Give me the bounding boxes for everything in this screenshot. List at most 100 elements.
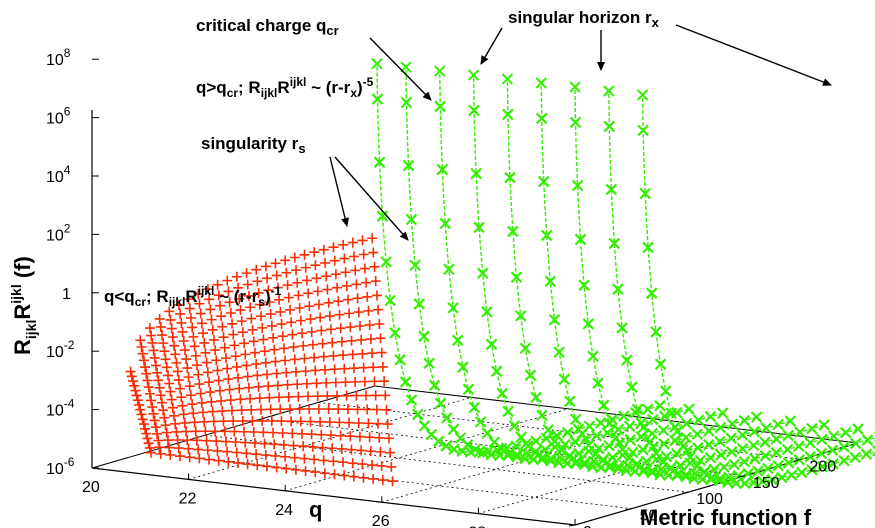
- green-x-marker: [485, 448, 497, 461]
- red-plus-marker: [266, 415, 277, 426]
- red-plus-marker: [336, 336, 347, 347]
- red-plus-marker: [135, 335, 146, 346]
- red-plus-marker: [160, 354, 171, 365]
- red-plus-marker: [163, 370, 174, 381]
- green-x-marker: [669, 434, 681, 447]
- green-x-marker: [816, 461, 829, 473]
- red-plus-marker: [210, 345, 221, 356]
- red-plus-marker: [387, 476, 398, 487]
- green-x-marker: [558, 373, 571, 385]
- red-plus-marker: [252, 276, 263, 287]
- green-x-marker-top: [434, 65, 446, 77]
- green-x-marker: [659, 385, 672, 397]
- green-x-marker: [760, 422, 772, 434]
- red-plus-marker: [271, 368, 282, 379]
- green-x-marker: [447, 302, 459, 314]
- red-plus-marker: [241, 360, 252, 371]
- red-plus-marker: [220, 353, 231, 364]
- green-x-marker: [785, 469, 798, 481]
- green-x-marker: [781, 443, 794, 456]
- red-plus-marker: [202, 284, 213, 295]
- green-x-marker: [578, 279, 590, 291]
- x-tick-label: 20: [82, 479, 100, 496]
- red-plus-marker: [164, 378, 175, 389]
- green-x-marker: [722, 476, 734, 489]
- green-x-marker: [626, 381, 638, 393]
- green-x-marker-top: [535, 77, 547, 89]
- red-plus-marker: [219, 426, 230, 437]
- green-x-marker: [571, 179, 584, 192]
- red-plus-marker: [211, 436, 222, 447]
- red-plus-marker: [164, 442, 175, 453]
- green-x-marker: [586, 460, 599, 473]
- red-plus-marker: [344, 308, 355, 319]
- red-plus-marker: [327, 443, 338, 454]
- green-x-marker: [608, 237, 621, 250]
- z-tick-label: 106: [46, 105, 71, 128]
- green-x-marker: [759, 436, 771, 449]
- green-x-marker: [423, 357, 435, 369]
- green-x-marker: [574, 233, 587, 246]
- red-plus-marker: [230, 351, 241, 362]
- red-plus-marker: [338, 350, 349, 361]
- red-plus-marker: [228, 329, 239, 340]
- red-plus-marker: [247, 415, 258, 426]
- red-plus-marker: [164, 306, 175, 317]
- red-plus-marker: [155, 390, 166, 401]
- floor-gridline-q: [478, 431, 762, 514]
- green-x-marker: [860, 448, 873, 460]
- red-plus-marker: [326, 324, 337, 335]
- red-plus-marker: [289, 354, 300, 365]
- red-plus-marker: [152, 367, 163, 378]
- green-x-marker: [573, 447, 585, 460]
- green-x-marker: [703, 425, 715, 437]
- x-axis-line: [91, 467, 576, 526]
- red-plus-marker: [300, 465, 311, 476]
- green-x-marker: [451, 334, 464, 347]
- green-x-marker: [601, 426, 614, 439]
- green-x-marker: [418, 420, 431, 432]
- red-plus-marker: [342, 404, 353, 415]
- y-tick-label: 100: [696, 491, 723, 508]
- red-plus-marker: [251, 449, 262, 460]
- red-plus-marker: [178, 409, 189, 420]
- green-x-marker: [440, 440, 453, 452]
- green-x-marker: [804, 450, 816, 463]
- green-x-marker: [708, 463, 721, 476]
- red-plus-marker: [158, 405, 169, 416]
- red-plus-marker: [355, 321, 366, 332]
- red-plus-marker: [189, 417, 200, 428]
- red-plus-marker: [170, 349, 181, 360]
- red-plus-marker: [329, 255, 340, 266]
- red-plus-marker: [251, 264, 262, 275]
- red-plus-marker: [364, 432, 375, 443]
- red-plus-marker: [204, 377, 215, 388]
- green-x-marker: [665, 407, 678, 420]
- green-x-marker: [626, 446, 639, 459]
- red-plus-marker: [319, 364, 330, 375]
- red-plus-marker: [179, 417, 190, 428]
- green-x-marker: [623, 452, 636, 464]
- red-plus-marker: [315, 312, 326, 323]
- green-x-marker: [549, 435, 561, 448]
- red-plus-marker: [175, 383, 186, 394]
- red-plus-marker: [255, 404, 266, 415]
- red-plus-marker: [275, 306, 286, 317]
- red-plus-marker: [348, 363, 359, 374]
- red-plus-marker: [345, 322, 356, 333]
- red-plus-marker: [313, 299, 324, 310]
- red-plus-marker: [310, 467, 321, 478]
- green-x-marker: [827, 430, 840, 442]
- red-plus-marker: [312, 286, 323, 297]
- green-x-marker: [537, 175, 550, 188]
- red-plus-marker: [318, 455, 329, 466]
- red-plus-marker: [144, 442, 155, 453]
- red-plus-marker: [263, 381, 274, 392]
- red-plus-marker: [318, 351, 329, 362]
- data-series: [125, 57, 875, 490]
- red-plus-marker: [295, 416, 306, 427]
- green-x-marker: [716, 407, 729, 419]
- red-plus-marker: [136, 341, 147, 352]
- green-x-marker: [618, 410, 630, 422]
- red-plus-marker: [297, 328, 308, 339]
